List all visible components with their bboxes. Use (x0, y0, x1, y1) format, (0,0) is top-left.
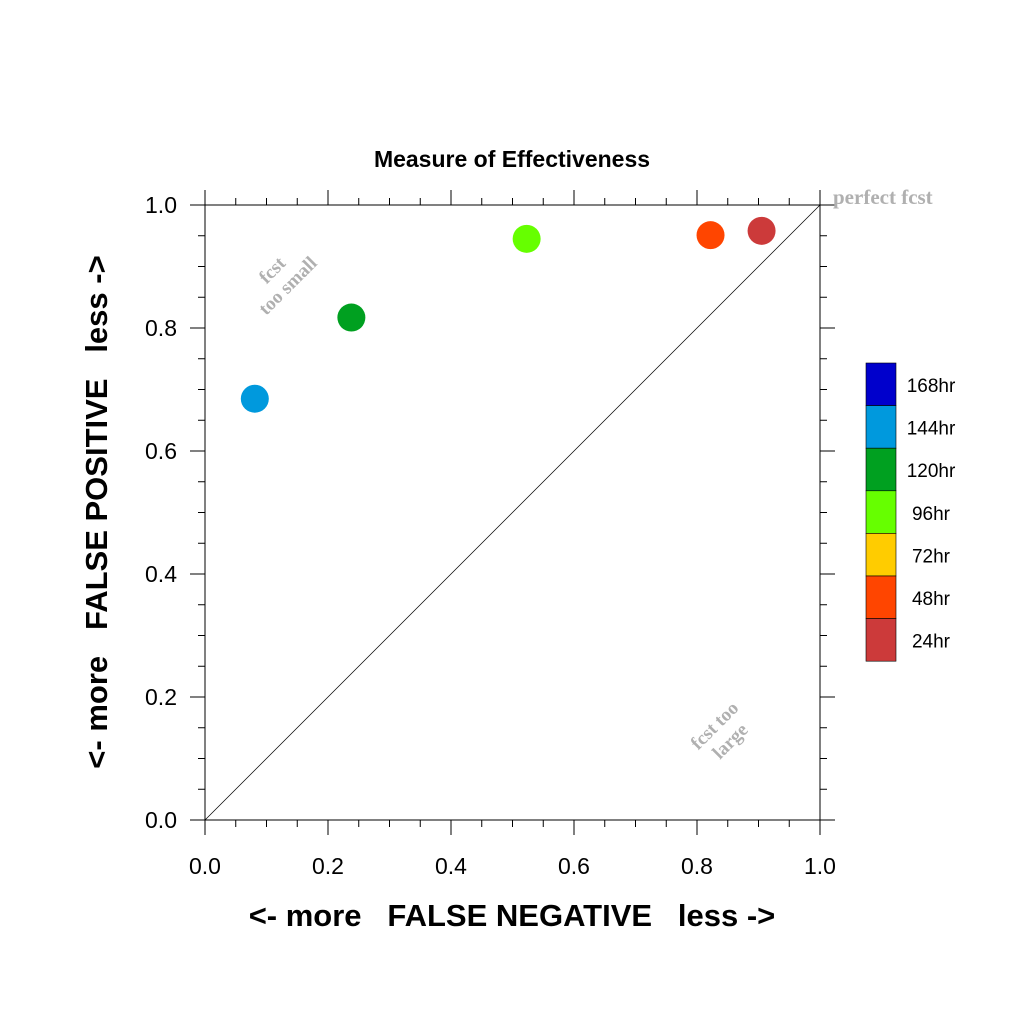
legend-swatch-168hr (865, 362, 897, 406)
y-tick-label: 0.2 (145, 684, 177, 710)
x-tick-label: 0.4 (435, 853, 467, 879)
chart-title: Measure of Effectiveness (374, 146, 650, 172)
data-point-96hr (512, 224, 541, 253)
x-tick-label: 0.2 (312, 853, 344, 879)
x-tick-label: 1.0 (804, 853, 836, 879)
diagonal-line (204, 204, 821, 821)
ticks (190, 190, 835, 835)
data-point-120hr (337, 303, 366, 332)
legend-label-144hr: 144hr (907, 419, 956, 440)
x-tick-label: 0.6 (558, 853, 590, 879)
data-point-48hr (696, 221, 725, 250)
y-tick-label: 0.8 (145, 315, 177, 341)
x-tick-label: 0.8 (681, 853, 713, 879)
legend-swatch-72hr (865, 533, 897, 577)
x-tick-label: 0.0 (189, 853, 221, 879)
legend-label-24hr: 24hr (912, 632, 951, 653)
data-point-144hr (240, 384, 269, 413)
points (240, 216, 776, 413)
annotation-perfect-fcst: perfect fcst (833, 185, 933, 209)
legend-label-72hr: 72hr (912, 546, 951, 567)
legend-label-96hr: 96hr (912, 504, 951, 525)
annotation-too-large: fcst too large (687, 698, 753, 764)
annotation-too-small: fcst too small (255, 253, 322, 320)
y-tick-label: 0.6 (145, 438, 177, 464)
legend-swatch-96hr (865, 490, 897, 534)
legend: 168hr 144hr 120hr 96hr 72hr 48hr 24hr (865, 362, 956, 662)
legend-label-48hr: 48hr (912, 589, 951, 610)
data-point-24hr (747, 216, 776, 245)
y-axis-label: <- more FALSE POSITIVE less -> (79, 255, 114, 768)
tick-labels: 0.0 0.2 0.4 0.6 0.8 1.0 0.0 0.2 0.4 0.6 0.8 1.0 (145, 192, 836, 879)
y-tick-label: 0.0 (145, 807, 177, 833)
legend-swatch-48hr (865, 575, 897, 619)
legend-swatch-144hr (865, 405, 897, 449)
legend-swatch-24hr (865, 618, 897, 662)
y-tick-label: 1.0 (145, 192, 177, 218)
y-tick-label: 0.4 (145, 561, 177, 587)
legend-label-120hr: 120hr (907, 461, 956, 482)
legend-swatch-120hr (865, 447, 897, 492)
legend-label-168hr: 168hr (907, 376, 956, 397)
x-axis-label: <- more FALSE NEGATIVE less -> (249, 898, 776, 933)
